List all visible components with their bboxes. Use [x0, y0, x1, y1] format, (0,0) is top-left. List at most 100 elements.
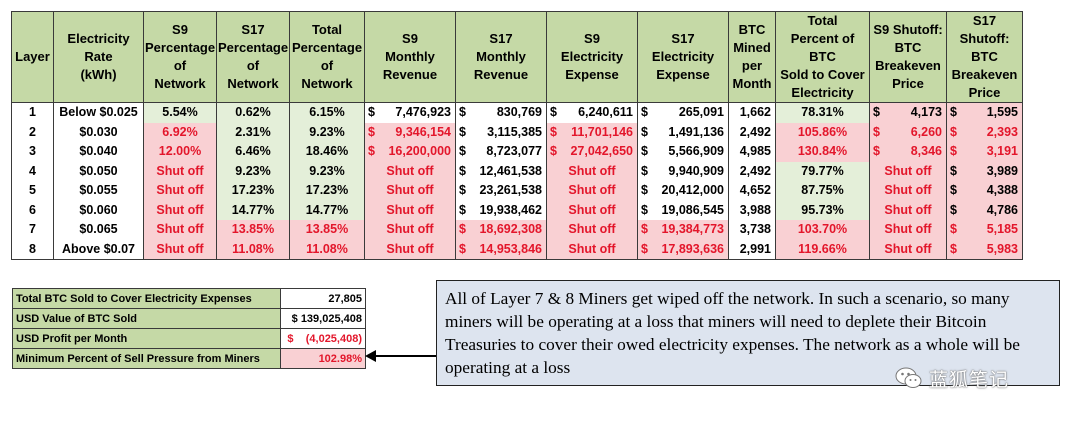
column-header: Electricity Rate (kWh)	[53, 11, 144, 103]
currency-symbol: $	[641, 222, 648, 237]
cell-s17-be: $3,191	[946, 142, 1023, 162]
currency-symbol: $	[641, 202, 648, 217]
column-header: S9 Electricity Expense	[546, 11, 638, 103]
column-header: S17 Shutoff: BTC Breakeven Price	[946, 11, 1023, 103]
cell-value: 4,786	[986, 202, 1018, 217]
cell-s9-exp: $27,042,650	[546, 142, 638, 162]
cell-layer: 4	[11, 161, 54, 181]
cell-value: 6,240,611	[578, 105, 633, 120]
cell-rate: Below $0.025	[53, 102, 144, 123]
cell-s17-rev: $19,938,462	[455, 200, 547, 220]
cell-s9-pct: 6.92%	[143, 122, 217, 142]
cell-btc: 2,492	[728, 161, 776, 181]
currency-symbol: $	[641, 105, 648, 120]
currency-symbol: $	[873, 124, 880, 139]
cell-rate: $0.065	[53, 220, 144, 240]
cell-value: 5,983	[986, 241, 1018, 256]
summary-value: 27,805	[280, 288, 366, 309]
currency-symbol: $	[550, 124, 557, 139]
summary-label: USD Profit per Month	[12, 328, 281, 349]
cell-s9-pct: Shut off	[143, 200, 217, 220]
cell-s9-rev: $16,200,000	[364, 142, 456, 162]
cell-value: 19,938,462	[479, 202, 542, 217]
cell-s17-be: $5,185	[946, 220, 1023, 240]
cell-s17-pct: 6.46%	[216, 142, 290, 162]
cell-s17-pct: 9.23%	[216, 161, 290, 181]
cell-s9-be: $6,260	[869, 122, 947, 142]
cell-s9-exp: Shut off	[546, 200, 638, 220]
cell-layer: 5	[11, 181, 54, 201]
cell-s17-rev: $18,692,308	[455, 220, 547, 240]
cell-value: 5,185	[986, 222, 1018, 237]
currency-symbol: $	[459, 183, 466, 198]
cell-pct-sold: 78.31%	[775, 102, 870, 123]
currency-symbol: $	[459, 202, 466, 217]
pointer-arrow	[365, 350, 437, 362]
cell-total-pct: 9.23%	[289, 161, 365, 181]
cell-s9-be: $8,346	[869, 142, 947, 162]
callout-text: All of Layer 7 & 8 Miners get wiped off …	[445, 289, 1020, 377]
cell-value: 9,940,909	[668, 163, 724, 178]
cell-s17-be: $3,989	[946, 161, 1023, 181]
cell-s17-pct: 14.77%	[216, 200, 290, 220]
cell-s9-exp: Shut off	[546, 161, 638, 181]
cell-s9-rev: $7,476,923	[364, 102, 456, 123]
table-row: 5 $0.055 Shut off 17.23% 17.23% Shut off $23,2…	[11, 181, 1023, 201]
cell-value: 18,692,308	[479, 222, 542, 237]
cell-pct-sold: 130.84%	[775, 142, 870, 162]
currency-symbol: $	[368, 124, 375, 139]
watermark: 蓝狐笔记	[895, 364, 1009, 392]
currency-symbol: $	[459, 241, 466, 256]
cell-s9-be: Shut off	[869, 220, 947, 240]
cell-s17-rev: $12,461,538	[455, 161, 547, 181]
cell-s17-exp: $19,086,545	[637, 200, 729, 220]
currency-symbol: $	[459, 124, 466, 139]
cell-value: 3,989	[986, 163, 1018, 178]
cell-value: 8,346	[910, 144, 942, 159]
table-row: 7 $0.065 Shut off 13.85% 13.85% Shut off $18,6…	[11, 220, 1023, 240]
currency-symbol: $	[641, 124, 648, 139]
cell-pct-sold: 95.73%	[775, 200, 870, 220]
table-row: 3 $0.040 12.00% 6.46% 18.46% $16,200,000 $8,72…	[11, 142, 1023, 162]
cell-s9-be: $4,173	[869, 102, 947, 123]
cell-pct-sold: 87.75%	[775, 181, 870, 201]
currency-symbol: $	[950, 183, 957, 198]
cell-s17-be: $4,786	[946, 200, 1023, 220]
cell-s17-pct: 17.23%	[216, 181, 290, 201]
column-header: Layer	[11, 11, 54, 103]
cell-value: 19,086,545	[661, 202, 724, 217]
cell-btc: 4,985	[728, 142, 776, 162]
cell-s17-pct: 0.62%	[216, 102, 290, 123]
cell-value: 27,042,650	[570, 144, 633, 159]
cell-pct-sold: 119.66%	[775, 239, 870, 260]
currency-symbol: $	[368, 144, 375, 159]
currency-symbol: $	[550, 105, 557, 120]
cell-value: 20,412,000	[661, 183, 724, 198]
table-row: 2 $0.030 6.92% 2.31% 9.23% $9,346,154 $3,115,3…	[11, 122, 1023, 142]
cell-pct-sold: 105.86%	[775, 122, 870, 142]
cell-value: 17,893,636	[661, 241, 724, 256]
cell-s17-exp: $1,491,136	[637, 122, 729, 142]
cell-s17-be: $2,393	[946, 122, 1023, 142]
cell-s17-exp: $19,384,773	[637, 220, 729, 240]
cell-s17-pct: 13.85%	[216, 220, 290, 240]
cell-s17-be: $5,983	[946, 239, 1023, 260]
currency-symbol: $	[368, 105, 375, 120]
currency-symbol: $	[950, 144, 957, 159]
cell-s9-be: Shut off	[869, 200, 947, 220]
cell-s17-exp: $20,412,000	[637, 181, 729, 201]
currency-symbol: $	[950, 222, 957, 237]
summary-row: Minimum Percent of Sell Pressure from Mi…	[12, 348, 366, 369]
callout-box: All of Layer 7 & 8 Miners get wiped off …	[436, 280, 1060, 386]
table-row: 1 Below $0.025 5.54% 0.62% 6.15% $7,476,923 $8…	[11, 102, 1023, 123]
cell-rate: Above $0.07	[53, 239, 144, 260]
cell-s9-exp: Shut off	[546, 181, 638, 201]
currency-symbol: $	[459, 222, 466, 237]
cell-s17-exp: $265,091	[637, 102, 729, 123]
cell-value: 830,769	[496, 105, 542, 120]
cell-value: 1,595	[986, 105, 1018, 120]
cell-s9-exp: Shut off	[546, 239, 638, 260]
cell-value: 265,091	[678, 105, 724, 120]
cell-value: 23,261,538	[479, 183, 542, 198]
cell-value: 14,953,846	[479, 241, 542, 256]
